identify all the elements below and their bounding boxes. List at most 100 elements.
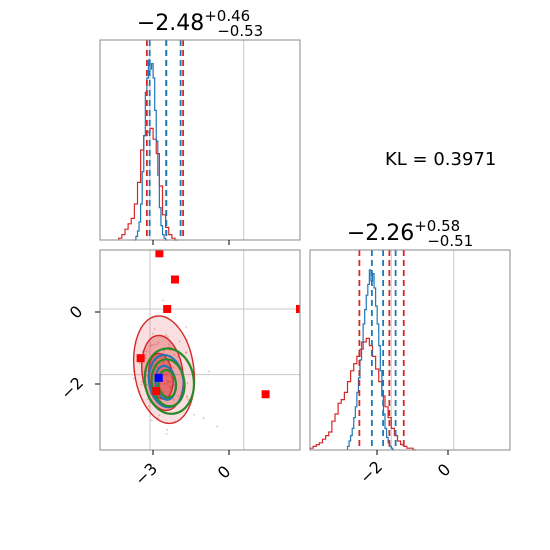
panel2d-sample-point <box>146 398 149 401</box>
panel2d-sample-point <box>145 350 148 353</box>
hist2-frame <box>309 249 511 451</box>
panel2d-sample-point <box>167 380 170 383</box>
panel2d-sample-point <box>168 385 171 388</box>
panel2d-sample-point <box>162 352 165 355</box>
panel2d-red-marker-5 <box>152 386 161 395</box>
panel2d-sample-point <box>184 351 187 354</box>
kl-label: KL = 0.3971 <box>385 149 496 170</box>
panel2d-ytick-1: −2 <box>57 373 87 403</box>
panel2d-sample-point <box>166 429 168 431</box>
hist-panel-param1: −2.48+0.46 −0.53 <box>99 7 301 245</box>
panel2d-sample-point <box>162 361 165 364</box>
panel2d-sample-point <box>163 349 166 352</box>
panel2d-sample-point <box>140 383 143 386</box>
panel2d-sample-point <box>178 340 181 343</box>
panel2d-sample-point <box>169 374 172 377</box>
panel2d-sample-point <box>152 332 154 335</box>
hist2-grid <box>390 250 455 450</box>
panel2d-sample-point <box>169 386 172 389</box>
panel2d-contour-6 <box>150 358 186 408</box>
hist2-series-b-step <box>309 337 417 451</box>
panel2d-sample-point <box>138 362 141 365</box>
panel2d-sample-point <box>162 372 165 375</box>
panel2d-sample-point <box>166 383 168 385</box>
panel2d-red-marker-6 <box>261 390 270 399</box>
hist1-quantile-lines <box>145 40 185 240</box>
hist1-title-median: −2.48 <box>137 11 204 36</box>
panel2d-sample-point <box>165 374 168 377</box>
panel2d-sample-point <box>157 341 160 344</box>
panel2d-contour-7 <box>157 368 178 399</box>
panel2d-sample-point <box>146 370 149 373</box>
hist1-title: −2.48+0.46 −0.53 <box>137 7 263 40</box>
panel2d-sample-point <box>173 353 176 356</box>
panel2d-red-marker-4 <box>136 354 145 363</box>
hist1-series-b-step <box>118 127 179 241</box>
panel2d-red-marker-3 <box>296 305 300 314</box>
panel2d-sample-point <box>193 413 196 416</box>
panel2d-sample-point <box>153 384 156 387</box>
panel2d-sample-point <box>186 382 189 385</box>
panel2d-contour-5 <box>143 347 196 415</box>
hist2-title-plus: +0.58 <box>414 217 460 235</box>
panel2d-sample-point <box>165 372 168 375</box>
hist1-xticks <box>152 240 230 245</box>
panel2d-sample-point <box>208 370 210 373</box>
panel2d-sample-point <box>186 396 189 399</box>
panel2d-sample-point <box>144 353 147 356</box>
hist1-title-plus: +0.46 <box>204 7 250 25</box>
panel2d-sample-point <box>150 419 153 422</box>
hist2-title: −2.26+0.58 −0.51 <box>347 217 473 250</box>
hist1-series-a-step <box>134 59 168 241</box>
hist1-title-minus: −0.53 <box>217 22 263 40</box>
panel2d-sample-point <box>156 342 159 345</box>
panel2d-red-marker-0 <box>155 250 164 258</box>
panel2d-sample-point <box>185 326 188 328</box>
panel2d-sample-point <box>146 383 148 386</box>
panel2d-markers <box>136 250 300 399</box>
hist1-grid <box>149 40 245 240</box>
panel2d-sample-point <box>165 334 168 337</box>
panel2d-sample-point <box>167 336 169 338</box>
panel2d-sample-point <box>165 432 168 435</box>
panel2d-sample-point <box>157 416 160 419</box>
panel2d-sample-point <box>168 343 170 346</box>
panel2d-sample-point <box>170 376 173 379</box>
panel2d-sample-point <box>216 425 219 428</box>
hist2-series-a-step <box>346 269 395 451</box>
panel2d-sample-point <box>162 299 164 302</box>
panel2d-sample-point <box>172 398 175 401</box>
panel2d-grid <box>100 250 300 450</box>
hist2-xticks <box>376 450 449 455</box>
panel2d-sample-point <box>187 398 190 401</box>
panel2d-xtick-0: −3 <box>131 459 161 489</box>
hist2-xtick-1: 0 <box>434 460 455 481</box>
panel2d-sample-point <box>162 380 165 382</box>
hist2-quantile-lines <box>358 250 405 450</box>
panel2d-red-marker-1 <box>171 275 179 284</box>
hist2-xtick-0: −2 <box>356 457 386 487</box>
panel2d-ytick-0: 0 <box>66 302 87 323</box>
panel2d-xtick-1: 0 <box>214 462 235 483</box>
panel2d-sample-point <box>164 373 166 376</box>
panel2d-sample-point <box>154 343 157 346</box>
panel2d-sample-point <box>162 391 165 393</box>
panel2d-sample-point <box>158 414 161 417</box>
hist-panel-param2: −2 0 −2.26+0.58 −0.51 <box>309 217 511 487</box>
panel2d-sample-point <box>145 356 147 359</box>
panel2d-sample-point <box>147 405 150 408</box>
panel2d-blue-marker <box>154 373 163 382</box>
panel2d-sample-point <box>132 377 135 380</box>
hist2-title-minus: −0.51 <box>427 232 473 250</box>
panel2d-sample-point <box>202 417 205 420</box>
panel2d-sample-point <box>155 366 158 369</box>
panel2d-sample-point <box>141 380 143 383</box>
panel2d-sample-point <box>153 328 156 330</box>
hist1-frame <box>99 39 301 241</box>
panel2d-contours <box>133 315 196 425</box>
panel2d-sample-point <box>185 395 188 397</box>
panel2d-sample-point <box>163 382 166 385</box>
panel2d-sample-point <box>172 366 175 369</box>
panel-2d: −3 0 0 −2 <box>57 249 301 489</box>
